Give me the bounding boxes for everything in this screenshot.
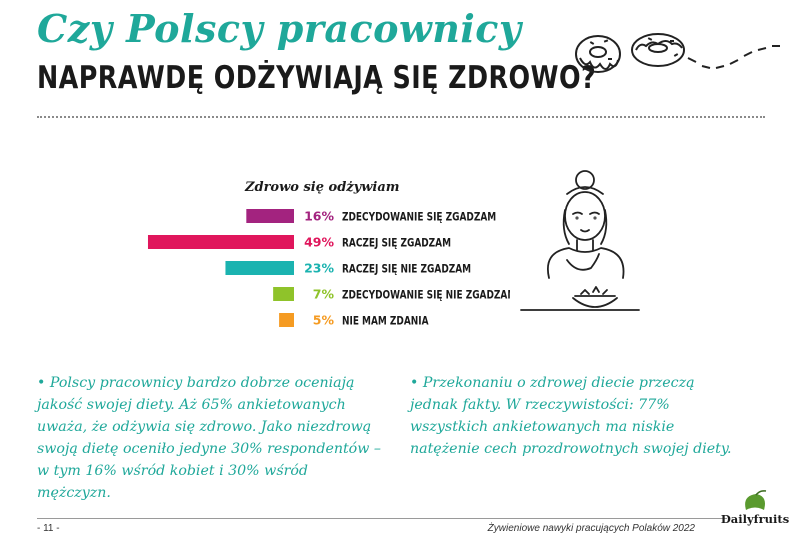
category-label-4: ZDECYDOWANIE SIĘ NIE ZGADZAM <box>342 288 510 301</box>
category-label-2: RACZEJ SIĘ ZGADZAM <box>342 236 451 249</box>
logo-text: Dailyfruits <box>720 512 790 526</box>
page-title: Czy Polscy pracownicy <box>37 6 522 51</box>
category-label-5: NIE MAM ZDANIA <box>342 314 429 327</box>
bar-4 <box>273 287 294 301</box>
bar-5 <box>279 313 294 327</box>
data-label-2: 49% <box>304 235 334 250</box>
bar-chart: 16% ZDECYDOWANIE SIĘ ZGADZAM 49% RACZEJ SIĘ… <box>147 209 510 328</box>
bar-3 <box>225 261 294 275</box>
logo: Dailyfruits <box>716 490 794 540</box>
donuts-illustration <box>575 33 780 73</box>
data-label-3: 23% <box>304 261 334 276</box>
category-label-1: ZDECYDOWANIE SIĘ ZGADZAM <box>342 210 496 223</box>
bar-1 <box>246 209 294 223</box>
text-column-left: • Polscy pracownicy bardzo dobrze ocenia… <box>37 375 381 501</box>
data-label-5: 5% <box>313 313 335 328</box>
footer-divider <box>37 518 727 519</box>
apple-leaf-icon <box>745 490 767 510</box>
bar-2 <box>147 235 294 249</box>
data-label-4: 7% <box>313 287 335 302</box>
title-divider <box>37 116 765 118</box>
woman-eating-salad-illustration <box>520 170 640 311</box>
category-label-3: RACZEJ SIĘ NIE ZGADZAM <box>342 262 471 275</box>
chart-title: Zdrowo się odżywiam <box>245 180 400 195</box>
data-label-1: 16% <box>304 209 334 224</box>
page-subtitle: NAPRAWDĘ ODŻYWIAJĄ SIĘ ZDROWO? <box>37 60 597 96</box>
page-number: - 11 - <box>37 523 60 534</box>
text-column-right: • Przekonaniu o zdrowej diecie przeczą j… <box>410 375 732 457</box>
footer-note: Żywieniowe nawyki pracujących Polaków 20… <box>487 523 695 534</box>
